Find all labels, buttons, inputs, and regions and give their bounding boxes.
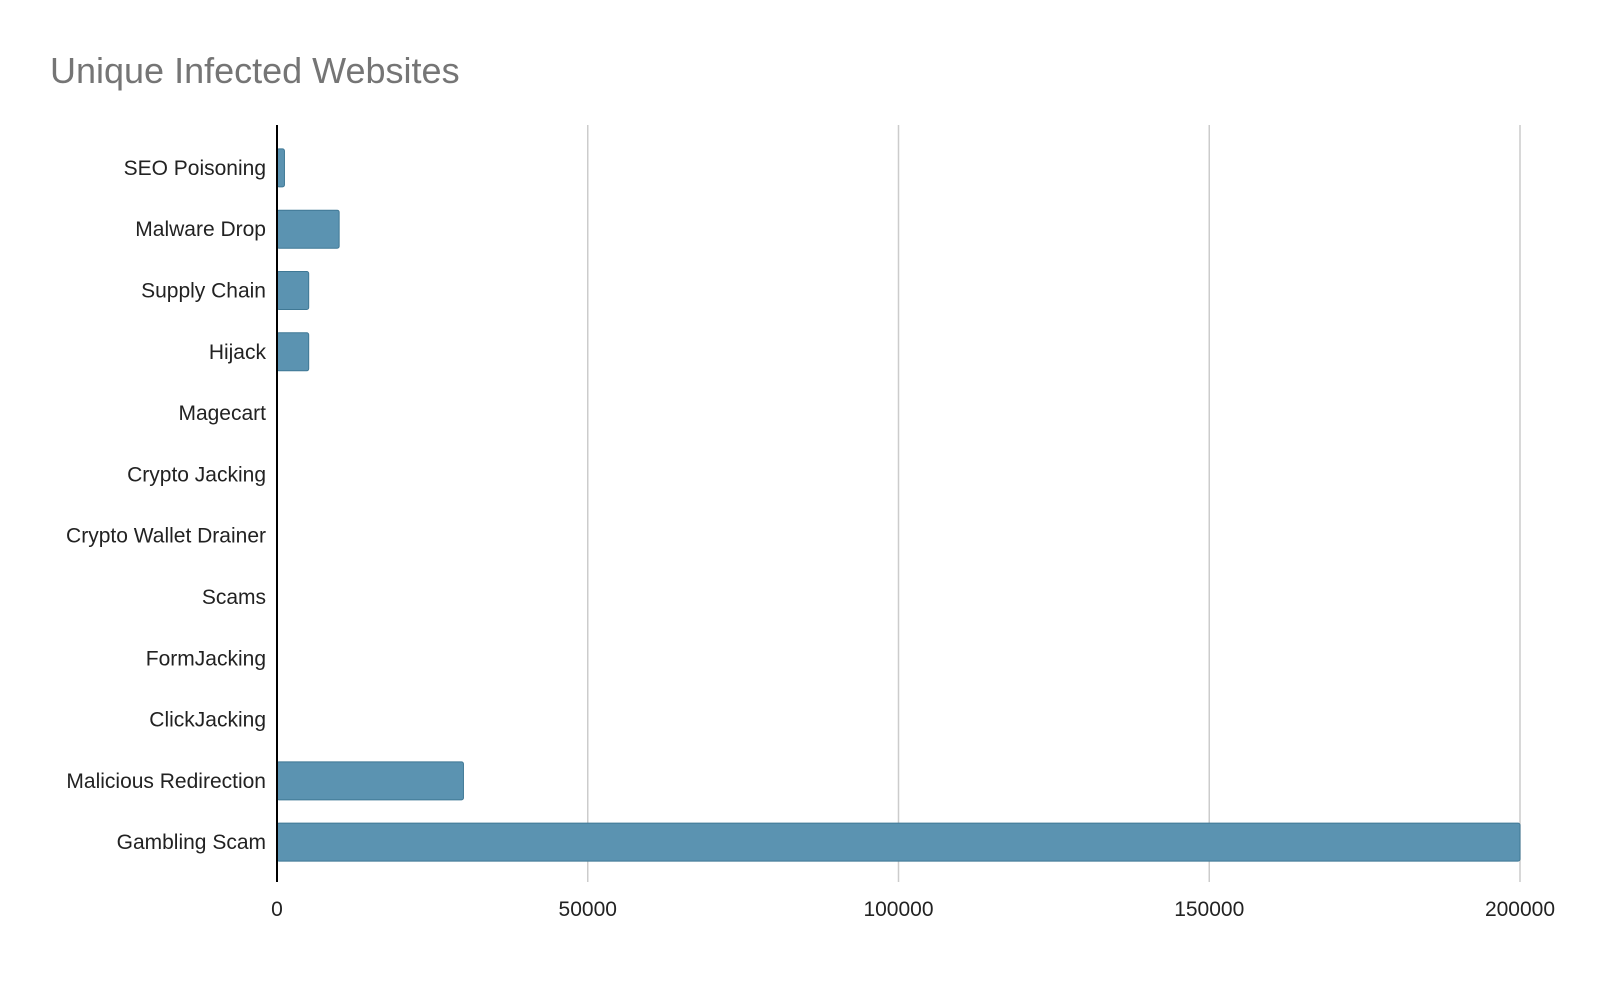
chart-title: Unique Infected Websites: [50, 50, 460, 91]
category-label: Supply Chain: [141, 279, 266, 302]
x-tick-label: 0: [271, 898, 283, 921]
grid-lines: [587, 125, 1521, 882]
category-label: Gambling Scam: [117, 831, 266, 854]
x-tick-label: 150000: [1174, 898, 1244, 921]
bar: [276, 822, 1521, 862]
category-label: Magecart: [178, 402, 266, 425]
x-tick-labels: 0 50000 100000 150000 200000: [271, 898, 1555, 921]
category-label: SEO Poisoning: [124, 157, 266, 180]
category-label: Crypto Wallet Drainer: [66, 525, 266, 548]
bar: [276, 761, 464, 801]
category-label: Malicious Redirection: [66, 770, 266, 793]
category-labels: SEO Poisoning Malware Drop Supply Chain Hij…: [66, 157, 266, 854]
category-label: Crypto Jacking: [127, 463, 266, 486]
category-label: FormJacking: [146, 647, 266, 670]
category-label: Hijack: [209, 341, 267, 364]
bar: [276, 148, 285, 188]
x-tick-label: 50000: [559, 898, 617, 921]
x-tick-label: 100000: [863, 898, 933, 921]
x-tick-label: 200000: [1485, 898, 1555, 921]
bar: [276, 270, 310, 310]
category-label: Scams: [202, 586, 266, 609]
category-label: Malware Drop: [135, 218, 266, 241]
bars: [276, 148, 1521, 862]
category-label: ClickJacking: [149, 709, 266, 732]
bar: [276, 209, 340, 249]
bar: [276, 332, 310, 372]
